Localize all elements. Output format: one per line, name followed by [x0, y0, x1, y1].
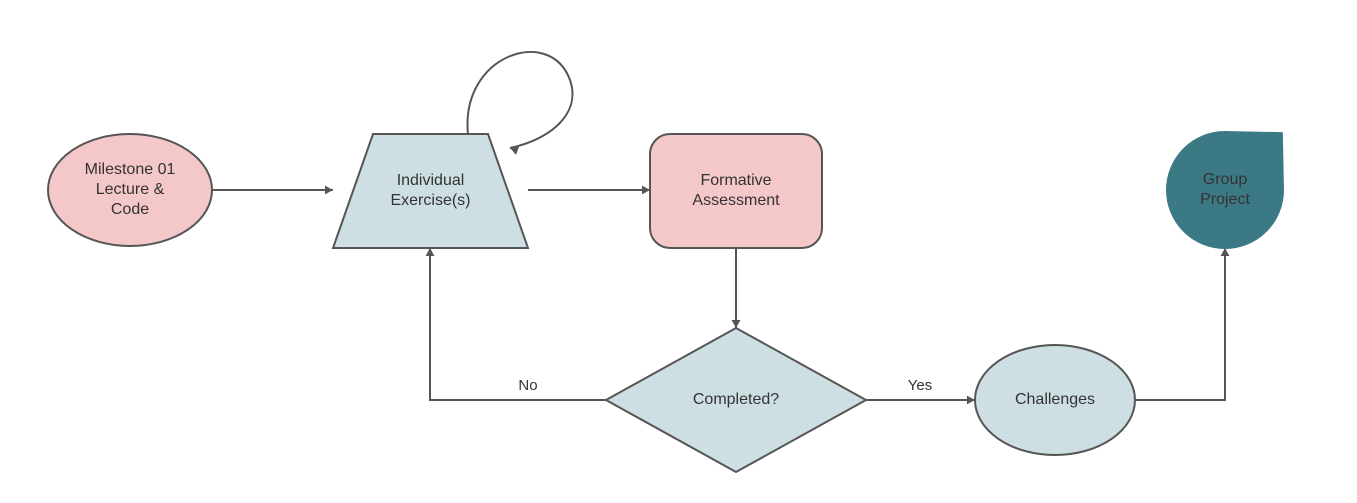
node-label: Lecture &	[96, 181, 165, 198]
node-label: Milestone 01	[85, 161, 176, 178]
node-label: Assessment	[692, 192, 780, 209]
node-project: Group Project	[1167, 132, 1283, 248]
node-milestone: Milestone 01 Lecture & Code	[48, 134, 212, 246]
node-label: Project	[1200, 191, 1250, 208]
node-label: Exercise(s)	[390, 192, 470, 209]
node-label: Code	[111, 201, 149, 218]
node-challenges: Challenges	[975, 345, 1135, 455]
node-label: Completed?	[693, 391, 779, 408]
node-label: Formative	[700, 172, 771, 189]
node-assessment: Formative Assessment	[650, 134, 822, 248]
node-label: Challenges	[1015, 391, 1095, 408]
node-label: Group	[1203, 171, 1248, 188]
edge-label-decision-yes: Yes	[908, 377, 932, 394]
flowchart-canvas: No Yes Milestone 01 Lecture & Code Individual…	[0, 0, 1357, 503]
node-label: Individual	[397, 172, 465, 189]
edge-label-decision-no: No	[518, 377, 537, 394]
